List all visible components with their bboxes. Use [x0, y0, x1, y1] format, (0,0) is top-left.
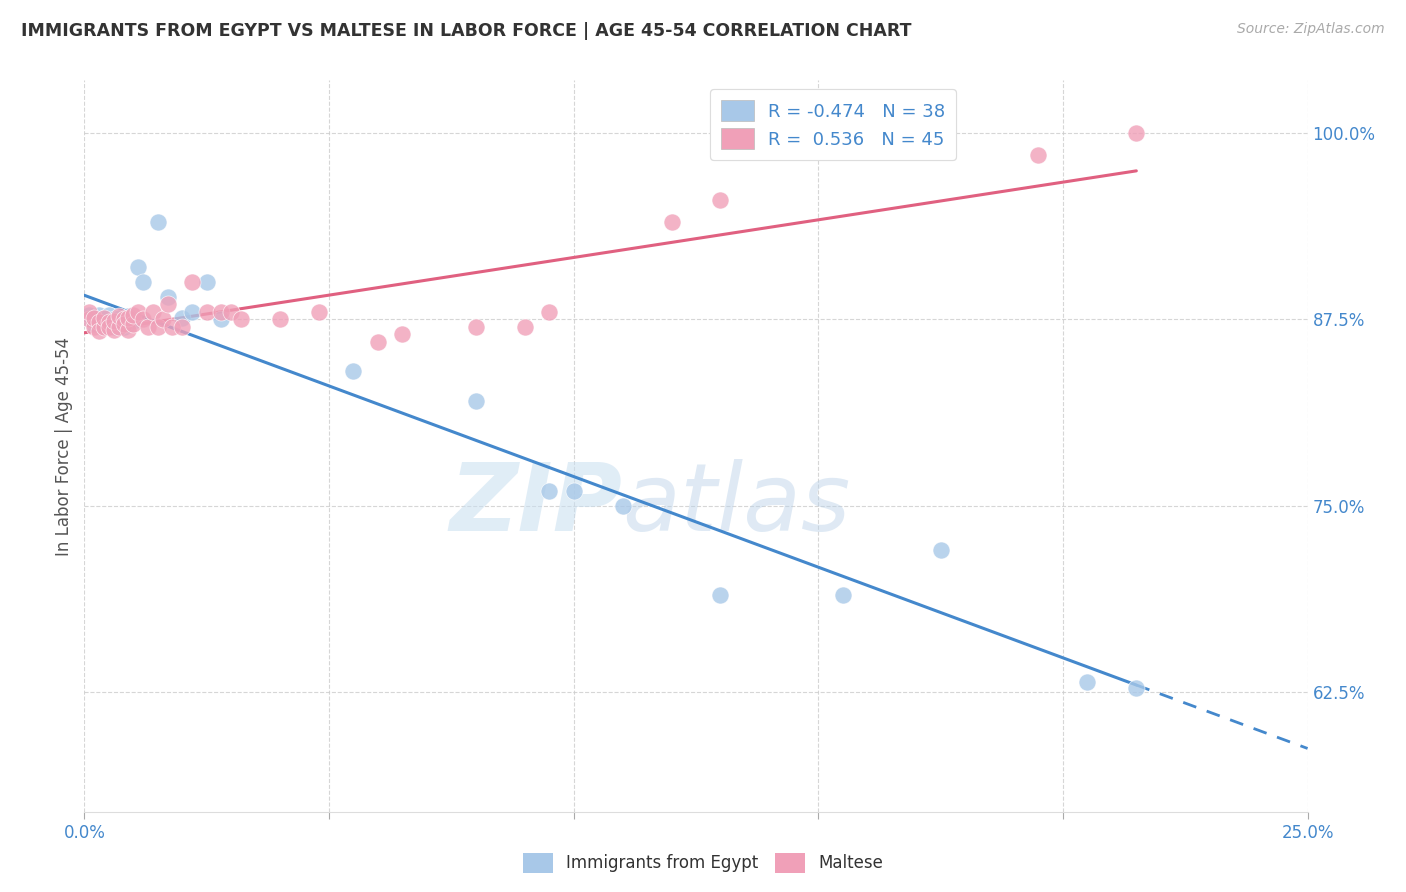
Point: [308, 304, 330, 318]
Point: [117, 309, 139, 323]
Point: [342, 364, 364, 378]
Point: [209, 304, 232, 318]
Text: IMMIGRANTS FROM EGYPT VS MALTESE IN LABOR FORCE | AGE 45-54 CORRELATION CHART: IMMIGRANTS FROM EGYPT VS MALTESE IN LABO…: [21, 22, 911, 40]
Point: [562, 483, 585, 498]
Point: [122, 313, 145, 327]
Point: [103, 322, 125, 336]
Point: [172, 319, 194, 334]
Point: [97, 319, 120, 334]
Point: [538, 483, 561, 498]
Point: [1125, 681, 1147, 695]
Point: [107, 310, 129, 325]
Point: [77, 308, 100, 322]
Point: [156, 297, 179, 311]
Point: [929, 543, 952, 558]
Point: [83, 317, 105, 331]
Point: [172, 310, 194, 325]
Point: [156, 290, 179, 304]
Point: [117, 310, 139, 325]
Legend: Immigrants from Egypt, Maltese: Immigrants from Egypt, Maltese: [516, 847, 890, 880]
Point: [122, 308, 145, 322]
Point: [117, 317, 139, 331]
Point: [661, 215, 683, 229]
Point: [513, 319, 536, 334]
Point: [112, 312, 135, 326]
Point: [87, 315, 110, 329]
Point: [229, 312, 252, 326]
Point: [103, 312, 125, 326]
Point: [146, 319, 169, 334]
Point: [162, 319, 184, 334]
Text: atlas: atlas: [623, 459, 851, 550]
Point: [709, 588, 731, 602]
Point: [122, 317, 145, 331]
Point: [269, 312, 291, 326]
Point: [77, 312, 100, 326]
Point: [1028, 148, 1050, 162]
Point: [195, 275, 218, 289]
Point: [195, 304, 218, 318]
Point: [117, 322, 139, 336]
Point: [112, 319, 135, 334]
Point: [97, 317, 120, 331]
Point: [77, 312, 100, 326]
Point: [831, 588, 853, 602]
Point: [219, 304, 242, 318]
Point: [103, 319, 125, 334]
Point: [107, 309, 129, 323]
Point: [136, 319, 159, 334]
Point: [93, 310, 115, 325]
Point: [83, 319, 105, 334]
Point: [209, 312, 232, 326]
Point: [538, 304, 561, 318]
Point: [391, 326, 413, 341]
Point: [97, 313, 120, 327]
Point: [97, 308, 120, 322]
Point: [1125, 126, 1147, 140]
Point: [87, 315, 110, 329]
Point: [77, 304, 100, 318]
Point: [181, 304, 204, 318]
Point: [146, 215, 169, 229]
Point: [103, 313, 125, 327]
Legend: R = -0.474   N = 38, R =  0.536   N = 45: R = -0.474 N = 38, R = 0.536 N = 45: [710, 89, 956, 160]
Point: [132, 312, 155, 326]
Point: [612, 499, 634, 513]
Point: [709, 193, 731, 207]
Point: [367, 334, 389, 349]
Point: [107, 319, 129, 334]
Point: [93, 319, 115, 334]
Point: [127, 260, 149, 274]
Point: [464, 394, 486, 409]
Point: [83, 310, 105, 325]
Text: Source: ZipAtlas.com: Source: ZipAtlas.com: [1237, 22, 1385, 37]
Point: [87, 324, 110, 338]
Point: [83, 310, 105, 325]
Point: [142, 304, 165, 318]
Point: [97, 315, 120, 329]
Point: [1076, 674, 1098, 689]
Point: [93, 310, 115, 325]
Point: [87, 308, 110, 322]
Point: [152, 312, 174, 326]
Point: [112, 317, 135, 331]
Point: [127, 304, 149, 318]
Point: [112, 312, 135, 326]
Point: [464, 319, 486, 334]
Text: ZIP: ZIP: [450, 458, 623, 550]
Point: [107, 317, 129, 331]
Point: [93, 319, 115, 334]
Point: [132, 275, 155, 289]
Y-axis label: In Labor Force | Age 45-54: In Labor Force | Age 45-54: [55, 336, 73, 556]
Point: [181, 275, 204, 289]
